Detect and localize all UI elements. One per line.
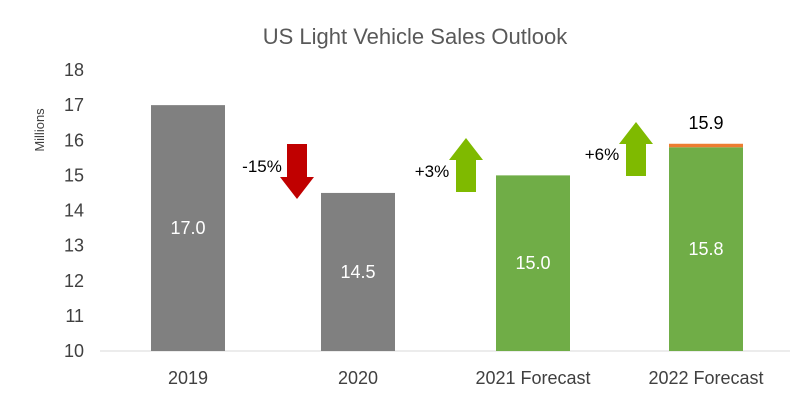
- change-label: -15%: [242, 157, 282, 176]
- x-tick-label: 2021 Forecast: [475, 368, 590, 388]
- y-tick-label: 12: [64, 271, 84, 291]
- bar-value-label: 14.5: [340, 262, 375, 282]
- y-tick-label: 10: [64, 341, 84, 361]
- y-tick-label: 11: [65, 306, 84, 326]
- bar: [321, 192, 395, 351]
- bar-value-label: 15.0: [515, 253, 550, 273]
- bar-value-label: 15.8: [688, 239, 723, 259]
- x-tick-label: 2022 Forecast: [648, 368, 763, 388]
- arrow-up-icon: [449, 138, 483, 192]
- change-label: +3%: [415, 162, 450, 181]
- y-axis-label: Millions: [32, 108, 47, 152]
- change-indicators: -15% +3% +6%: [242, 122, 653, 199]
- bar: [151, 105, 225, 351]
- bar: [669, 147, 743, 351]
- y-tick-label: 17: [64, 95, 84, 115]
- y-tick-label: 13: [64, 236, 84, 256]
- bar-increment: [669, 143, 743, 148]
- arrow-down-icon: [280, 144, 314, 199]
- bars: 17.0 14.5 15.0 15.8 15.9: [151, 105, 743, 351]
- category-labels: 2019 2020 2021 Forecast 2022 Forecast: [168, 368, 764, 388]
- bar-value-label: 17.0: [170, 218, 205, 238]
- y-tick-label: 18: [64, 60, 84, 80]
- x-tick-label: 2020: [338, 368, 378, 388]
- y-tick-labels: 10 11 12 13 14 15 16 17 18: [64, 60, 84, 361]
- total-value-label: 15.9: [688, 113, 723, 133]
- y-tick-label: 16: [64, 130, 84, 150]
- change-label: +6%: [585, 145, 620, 164]
- arrow-up-icon: [619, 122, 653, 176]
- y-tick-label: 15: [64, 165, 84, 185]
- bar: [496, 175, 570, 351]
- x-tick-label: 2019: [168, 368, 208, 388]
- y-tick-label: 14: [64, 201, 84, 221]
- chart-title: US Light Vehicle Sales Outlook: [263, 24, 569, 49]
